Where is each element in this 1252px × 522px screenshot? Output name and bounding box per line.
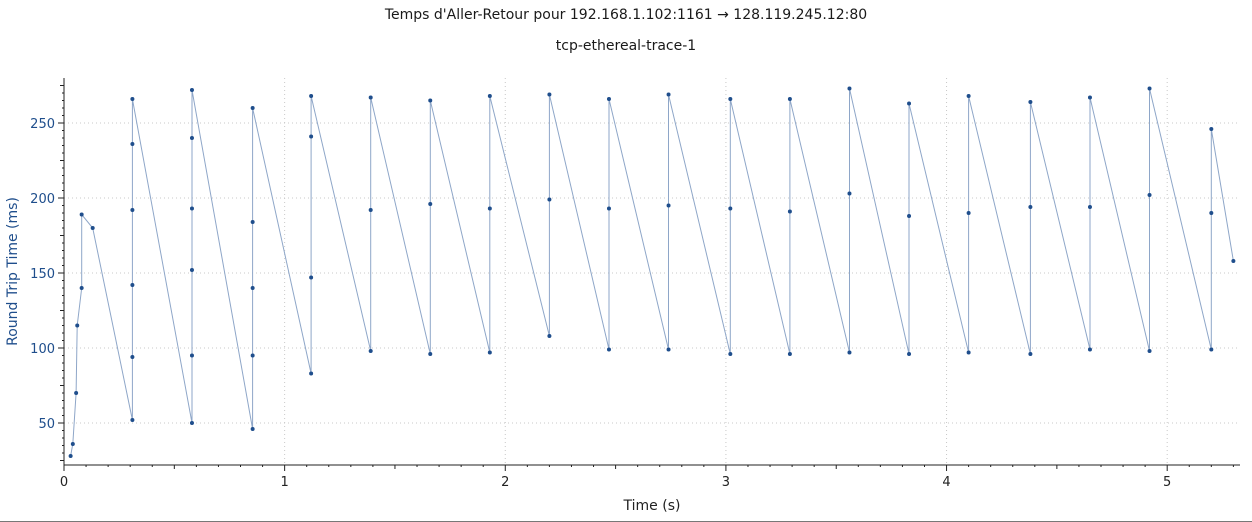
chart-title: Temps d'Aller-Retour pour 192.168.1.102:… <box>384 7 868 23</box>
series-points <box>68 86 1236 458</box>
y-tick-label: 200 <box>30 192 55 207</box>
data-point <box>787 97 792 101</box>
data-point <box>250 220 255 224</box>
x-tick-label: 1 <box>280 475 288 490</box>
x-axis-label: Time (s) <box>623 498 681 514</box>
x-tick-label: 4 <box>942 475 950 490</box>
data-point <box>787 352 792 356</box>
data-point <box>368 95 373 100</box>
data-point <box>79 212 84 217</box>
data-point <box>309 134 314 139</box>
data-point <box>847 350 852 355</box>
data-point <box>309 94 314 98</box>
data-point <box>847 86 852 91</box>
data-point <box>1028 352 1033 356</box>
data-point <box>74 391 79 395</box>
x-tick-label: 2 <box>501 475 509 490</box>
x-tick-label: 5 <box>1163 475 1171 490</box>
y-axis-label: Round Trip Time (ms) <box>5 197 21 346</box>
data-point <box>1087 95 1092 100</box>
data-point <box>250 353 255 358</box>
series-path <box>70 88 1234 457</box>
data-point <box>847 191 852 196</box>
data-point <box>487 94 492 98</box>
data-point <box>907 214 912 218</box>
data-point <box>130 283 135 287</box>
chart-subtitle: tcp-ethereal-trace-1 <box>555 38 697 54</box>
data-point <box>189 268 194 272</box>
data-point <box>907 101 912 106</box>
data-point <box>666 92 671 97</box>
data-point <box>1209 347 1214 352</box>
data-point <box>130 355 135 359</box>
data-point <box>728 352 733 356</box>
data-point <box>547 92 552 97</box>
data-point <box>189 353 194 358</box>
series-line <box>70 88 1234 457</box>
data-point <box>189 88 194 92</box>
axes: 0 1 2 3 4 5 50 100 150 200 250 <box>30 78 1240 490</box>
data-point <box>907 352 912 356</box>
data-point <box>728 97 733 101</box>
y-tick-label: 50 <box>38 417 55 432</box>
data-point <box>606 206 611 211</box>
data-point <box>250 286 255 290</box>
data-point <box>70 442 75 446</box>
data-point <box>728 206 733 211</box>
data-point <box>1087 205 1092 209</box>
data-point <box>1231 259 1236 263</box>
x-tick-label: 3 <box>722 475 730 490</box>
data-point <box>428 202 433 206</box>
data-point <box>1147 349 1152 353</box>
y-tick-label: 250 <box>30 117 55 132</box>
data-point <box>68 454 73 458</box>
data-point <box>1147 193 1152 197</box>
data-point <box>606 97 611 101</box>
data-point <box>130 208 135 212</box>
data-point <box>79 286 84 290</box>
data-point <box>428 98 433 103</box>
grid <box>64 78 1240 465</box>
data-point <box>368 349 373 353</box>
data-point <box>666 347 671 352</box>
data-point <box>428 352 433 356</box>
data-point <box>309 275 314 280</box>
data-point <box>787 209 792 214</box>
data-point <box>90 226 95 230</box>
data-point <box>368 208 373 212</box>
data-point <box>130 97 135 101</box>
y-tick-label: 150 <box>30 267 55 282</box>
data-point <box>487 350 492 355</box>
x-tick-label: 0 <box>60 475 68 490</box>
data-point <box>250 427 255 431</box>
data-point <box>1028 100 1033 104</box>
data-point <box>189 421 194 425</box>
data-point <box>130 142 135 146</box>
data-point <box>487 206 492 211</box>
data-point <box>966 211 971 215</box>
data-point <box>547 334 552 338</box>
data-point <box>1028 205 1033 209</box>
data-point <box>130 418 135 422</box>
data-point <box>75 323 80 328</box>
data-point <box>966 350 971 355</box>
data-point <box>250 106 255 110</box>
data-point <box>606 347 611 352</box>
data-point <box>1087 347 1092 352</box>
data-point <box>189 206 194 211</box>
y-tick-label: 100 <box>30 342 55 357</box>
data-point <box>189 136 194 140</box>
data-point <box>309 371 314 376</box>
data-point <box>966 94 971 98</box>
data-point <box>666 203 671 208</box>
data-point <box>547 197 552 202</box>
data-point <box>1147 86 1152 91</box>
data-point <box>1209 127 1214 131</box>
data-point <box>1209 211 1214 215</box>
